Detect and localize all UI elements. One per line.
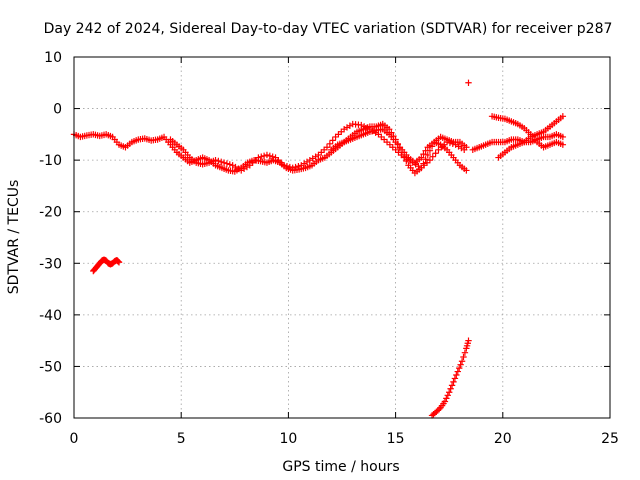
data-point [559, 141, 567, 148]
data-point [420, 150, 427, 158]
data-point [426, 156, 434, 164]
data-point [115, 258, 122, 265]
data-point [463, 167, 470, 174]
data-point [458, 358, 466, 365]
x-tick-label: 10 [279, 431, 297, 447]
y-tick-label: -40 [39, 308, 62, 324]
data-point [422, 156, 429, 163]
x-tick-label: 0 [70, 431, 79, 447]
data-point [443, 395, 450, 402]
data-point [461, 146, 468, 154]
data-point [286, 163, 294, 171]
y-tick-label: -50 [39, 359, 62, 375]
data-point [223, 160, 231, 167]
data-point [292, 163, 299, 171]
x-tick-label: 15 [387, 431, 405, 447]
data-point [360, 123, 368, 130]
data-point [326, 140, 334, 148]
data-point [329, 137, 336, 144]
data-point [450, 378, 457, 386]
data-point [447, 385, 454, 392]
data-point [255, 154, 262, 161]
y-tick-label: -10 [39, 153, 62, 169]
data-point [441, 398, 449, 405]
y-tick-label: 0 [53, 102, 62, 118]
y-tick-label: -60 [39, 411, 62, 427]
data-point [295, 162, 302, 170]
data-point [453, 371, 460, 379]
data-point [454, 368, 461, 375]
data-point [218, 158, 225, 166]
data-point [269, 153, 276, 160]
data-point [289, 164, 296, 172]
grid-lines [74, 57, 610, 418]
data-point [212, 156, 219, 164]
data-point [461, 349, 469, 356]
plot-frame [73, 56, 611, 419]
y-tick-label: 10 [44, 50, 62, 66]
data-point [460, 353, 467, 361]
data-point [323, 144, 331, 151]
data-point [220, 159, 228, 166]
data-point [457, 361, 464, 368]
data-point [446, 389, 453, 396]
data-point [456, 364, 463, 372]
data-point [465, 337, 472, 344]
data-point [559, 133, 567, 141]
data-point [115, 259, 123, 266]
data-point [443, 138, 451, 146]
data-point [215, 157, 222, 165]
data-point [559, 113, 567, 120]
data-point [465, 79, 472, 86]
data-point [263, 151, 271, 159]
data-point [280, 162, 288, 169]
data-point [448, 382, 456, 389]
data-point [358, 121, 365, 129]
y-axis-label: SDTVAR / TECUs [6, 180, 22, 295]
data-point [114, 257, 121, 265]
y-tick-label: -30 [39, 256, 62, 272]
data-point [422, 147, 429, 154]
x-tick-label: 25 [601, 431, 619, 447]
data-points [70, 79, 567, 419]
data-point [434, 407, 441, 414]
data-point [433, 408, 440, 416]
data-point [260, 152, 268, 160]
data-point [451, 375, 459, 382]
data-point [446, 139, 454, 147]
axis-ticks: 0 5 10 15 20 25 10 0 -10 -20 -30 -40 -50 -60 [39, 50, 619, 447]
x-axis-label: GPS time / hours [282, 459, 399, 475]
data-point [449, 140, 456, 148]
data-point [424, 151, 431, 159]
data-point [283, 162, 291, 170]
chart-title: Day 242 of 2024, Sidereal Day-to-day VTE… [44, 21, 613, 37]
data-point [226, 161, 233, 168]
data-point [435, 405, 443, 413]
data-point [258, 153, 265, 160]
data-point [432, 150, 439, 157]
data-point [418, 154, 425, 161]
x-tick-label: 20 [494, 431, 512, 447]
data-point [444, 392, 451, 399]
y-tick-label: -20 [39, 205, 62, 221]
data-point [266, 152, 274, 160]
x-tick-label: 5 [177, 431, 186, 447]
data-point [363, 124, 371, 132]
data-point [429, 153, 436, 160]
